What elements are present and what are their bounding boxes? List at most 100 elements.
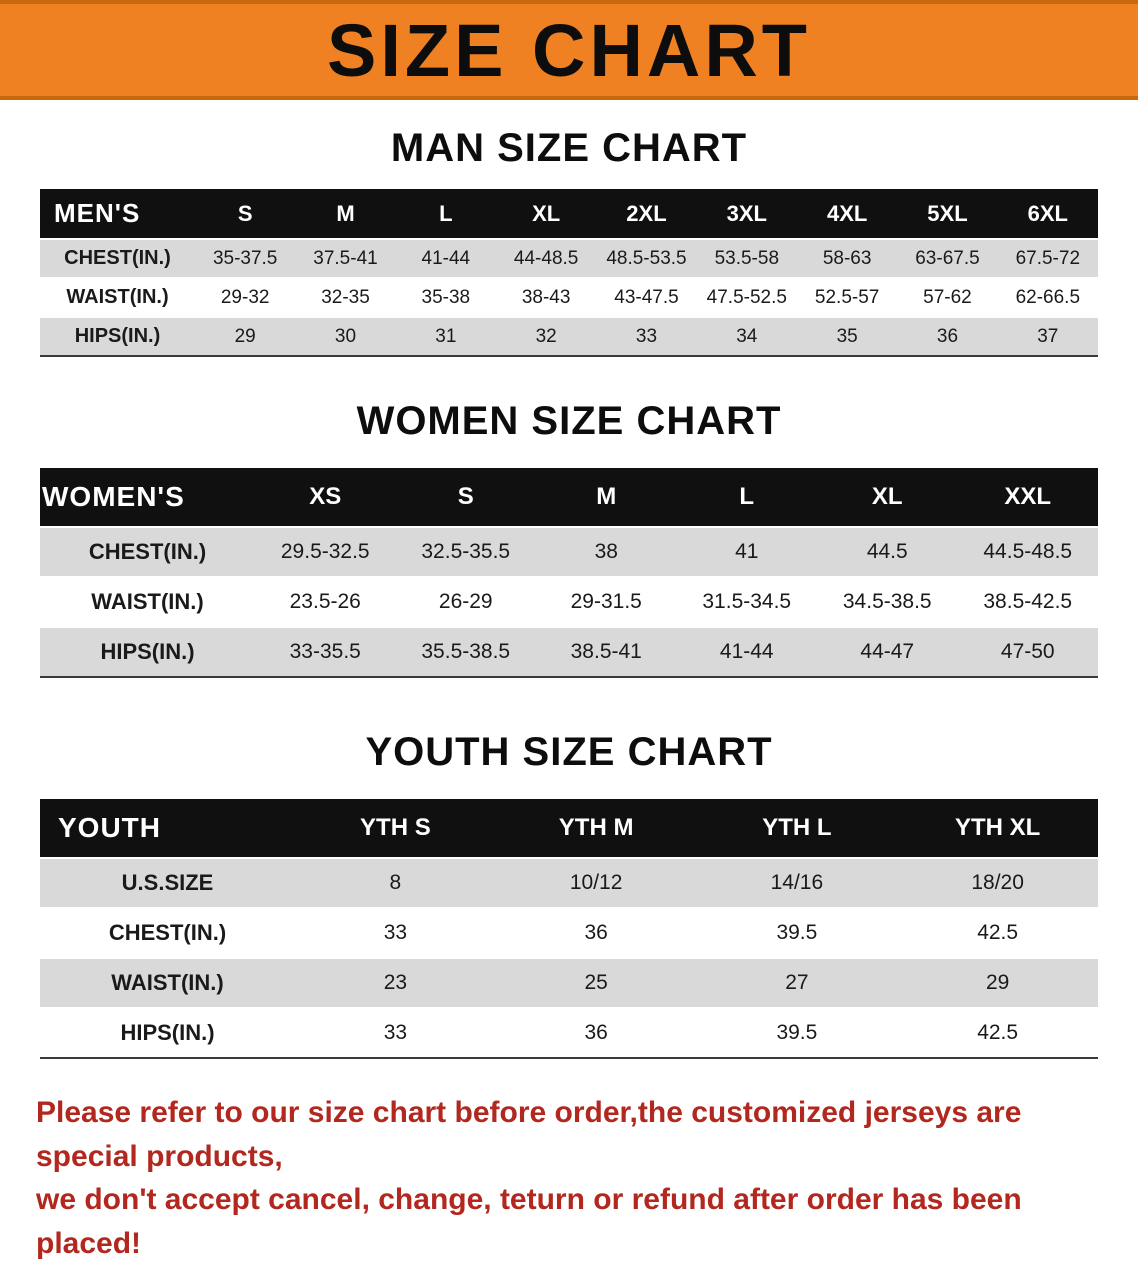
size-column-header: 4XL: [826, 200, 868, 226]
size-value: 38.5-42.5: [957, 576, 1098, 628]
size-column-header: 6XL: [1027, 200, 1068, 226]
size-value: 47-50: [957, 626, 1098, 678]
size-value: 34: [696, 316, 797, 357]
size-value: 31.5-34.5: [676, 576, 817, 628]
size-value: 39.5: [696, 1007, 898, 1059]
size-value: 44-48.5: [495, 238, 597, 279]
size-value: 27: [696, 957, 898, 1009]
youth-section-heading: YOUTH SIZE CHART: [365, 730, 773, 774]
size-value: 63-67.5: [897, 238, 998, 279]
table-row: WAIST(IN.) 29-32 32-35 35-38 38-43 43-47.5 47.…: [40, 277, 1098, 318]
table-corner-label: MEN'S: [54, 198, 141, 228]
row-label: HIPS(IN.): [40, 626, 255, 678]
women-size-table: WOMEN'S XS S M L XL XXL CHEST(IN.) 29.5-32.5 32.…: [40, 468, 1098, 678]
size-value: 25: [495, 957, 697, 1009]
size-value: 47.5-52.5: [696, 277, 797, 318]
size-value: 33: [295, 1007, 496, 1059]
men-table-header-row: MEN'S S M L XL 2XL 3XL 4XL 5XL 6XL: [40, 189, 1098, 239]
size-value: 33: [295, 907, 496, 959]
size-value: 35-37.5: [195, 238, 296, 279]
size-value: 36: [495, 907, 697, 959]
size-value: 8: [295, 857, 496, 909]
table-corner-label: YOUTH: [58, 812, 161, 843]
man-size-chart-section: MAN SIZE CHART MEN'S S M L XL 2XL 3XL 4XL 5XL 6XL…: [0, 126, 1138, 357]
size-value: 32: [495, 316, 597, 357]
disclaimer-line: we don't accept cancel, change, teturn o…: [36, 1183, 1022, 1260]
table-row: WAIST(IN.) 23.5-26 26-29 29-31.5 31.5-34.5 34…: [40, 576, 1098, 628]
size-value: 67.5-72: [997, 238, 1098, 279]
size-value: 30: [295, 316, 396, 357]
table-row: HIPS(IN.) 33 36 39.5 42.5: [40, 1007, 1098, 1059]
size-value: 42.5: [897, 907, 1098, 959]
size-column-header: L: [439, 200, 453, 226]
size-value: 14/16: [696, 857, 898, 909]
size-value: 29.5-32.5: [255, 526, 396, 578]
size-value: 58-63: [796, 238, 898, 279]
size-value: 35.5-38.5: [395, 626, 536, 678]
table-row: CHEST(IN.) 35-37.5 37.5-41 41-44 44-48.5 48.5…: [40, 238, 1098, 279]
size-value: 36: [897, 316, 998, 357]
size-value: 37: [997, 316, 1098, 357]
size-value: 38.5-41: [536, 626, 677, 678]
size-column-header: YTH XL: [954, 814, 1041, 841]
size-chart-banner: SIZE CHART: [0, 0, 1138, 100]
size-value: 36: [495, 1007, 697, 1059]
size-value: 41-44: [676, 626, 817, 678]
size-value: 41: [676, 526, 817, 578]
size-column-header: XS: [309, 483, 342, 510]
women-section-heading: WOMEN SIZE CHART: [356, 399, 782, 443]
size-column-header: YTH S: [360, 814, 431, 841]
size-value: 33: [596, 316, 697, 357]
size-value: 53.5-58: [696, 238, 797, 279]
size-value: 38-43: [495, 277, 597, 318]
size-value: 29-31.5: [536, 576, 677, 628]
row-label: WAIST(IN.): [40, 277, 195, 318]
size-column-header: 5XL: [927, 200, 968, 226]
size-value: 35: [796, 316, 898, 357]
size-column-header: YTH M: [558, 814, 634, 841]
table-row: CHEST(IN.) 33 36 39.5 42.5: [40, 907, 1098, 959]
size-value: 10/12: [495, 857, 697, 909]
size-column-header: S: [457, 483, 474, 510]
size-column-header: XXL: [1004, 483, 1052, 510]
size-column-header: 2XL: [626, 200, 667, 226]
row-label: CHEST(IN.): [40, 238, 195, 279]
size-value: 38: [536, 526, 677, 578]
size-value: 18/20: [897, 857, 1098, 909]
size-column-header: XL: [871, 483, 903, 510]
size-value: 41-44: [395, 238, 496, 279]
table-row: HIPS(IN.) 33-35.5 35.5-38.5 38.5-41 41-44 44-…: [40, 626, 1098, 678]
size-value: 52.5-57: [796, 277, 898, 318]
size-column-header: M: [596, 483, 617, 510]
women-size-chart-section: WOMEN SIZE CHART WOMEN'S XS S M L XL XXL CHEST…: [0, 399, 1138, 678]
youth-size-table: YOUTH YTH S YTH M YTH L YTH XL U.S.SIZE 8 10/1…: [40, 799, 1098, 1059]
size-value: 29: [195, 316, 296, 357]
size-value: 34.5-38.5: [817, 576, 958, 628]
size-value: 32-35: [295, 277, 396, 318]
row-label: CHEST(IN.): [40, 526, 255, 578]
size-value: 44.5: [817, 526, 958, 578]
size-value: 31: [395, 316, 496, 357]
size-value: 42.5: [897, 1007, 1098, 1059]
size-value: 23.5-26: [255, 576, 396, 628]
row-label: WAIST(IN.): [40, 957, 295, 1009]
size-value: 48.5-53.5: [596, 238, 697, 279]
row-label: U.S.SIZE: [40, 857, 295, 909]
table-row: U.S.SIZE 8 10/12 14/16 18/20: [40, 857, 1098, 909]
size-column-header: L: [739, 483, 755, 510]
size-value: 35-38: [395, 277, 496, 318]
size-value: 29: [897, 957, 1098, 1009]
size-value: 39.5: [696, 907, 898, 959]
size-value: 26-29: [395, 576, 536, 628]
size-value: 62-66.5: [997, 277, 1098, 318]
table-row: CHEST(IN.) 29.5-32.5 32.5-35.5 38 41 44.5 44.5…: [40, 526, 1098, 578]
size-column-header: YTH L: [762, 814, 832, 841]
table-row: HIPS(IN.) 29 30 31 32 33 34 35 36 37: [40, 316, 1098, 357]
row-label: WAIST(IN.): [40, 576, 255, 628]
size-value: 57-62: [897, 277, 998, 318]
youth-table-header-row: YOUTH YTH S YTH M YTH L YTH XL: [40, 799, 1098, 858]
banner-title: SIZE CHART: [327, 8, 811, 92]
size-column-header: XL: [532, 200, 561, 226]
men-size-table: MEN'S S M L XL 2XL 3XL 4XL 5XL 6XL CHEST(IN.) 35-3…: [40, 189, 1098, 357]
row-label: HIPS(IN.): [40, 316, 195, 357]
